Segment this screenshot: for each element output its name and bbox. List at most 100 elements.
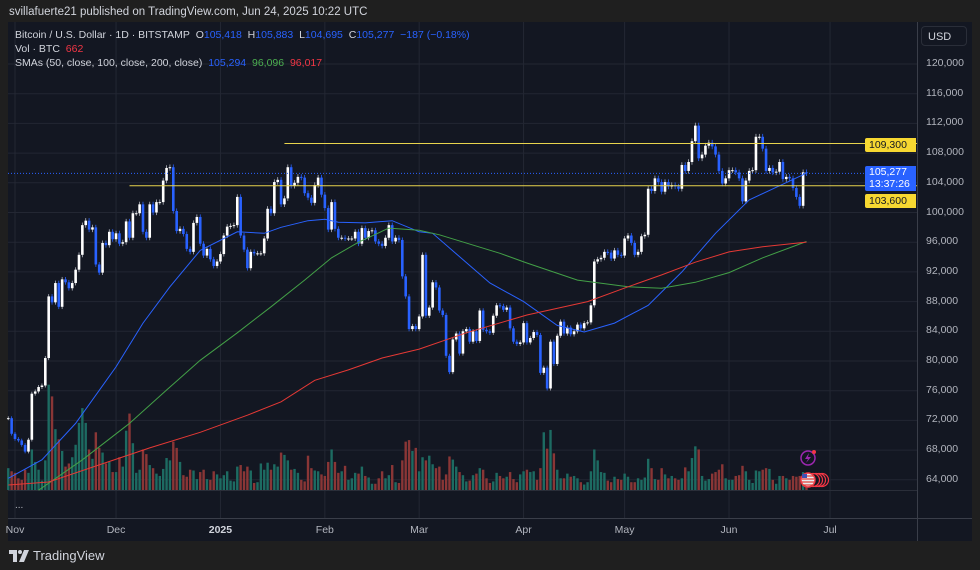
volume-bar [202, 469, 205, 490]
candle-body [246, 249, 249, 269]
candle-body [623, 238, 626, 256]
candle-body [70, 283, 74, 289]
candle-body [471, 331, 475, 342]
volume-bar [104, 463, 108, 490]
volume-legend: Vol · BTC 662 [15, 43, 83, 55]
candle-body [155, 202, 158, 213]
candle-body [337, 228, 340, 238]
candle-body [438, 287, 441, 311]
volume-bar [754, 470, 758, 490]
volume-bar [10, 471, 13, 490]
volume-bar [364, 475, 367, 490]
volume-bar [404, 441, 407, 490]
volume-bar [188, 469, 192, 490]
symbol-title[interactable]: Bitcoin / U.S. Dollar · 1D · BITSTAMP [15, 29, 190, 41]
volume-bar [455, 466, 458, 490]
candle-body [256, 253, 259, 255]
candle-body [279, 179, 283, 205]
volume-bar [387, 475, 391, 490]
volume-bar [209, 479, 212, 490]
volume-bar [576, 478, 579, 490]
volume-bar [353, 472, 357, 490]
candle-body [158, 202, 162, 204]
currency-button[interactable]: USD [921, 26, 967, 46]
candle-body [650, 188, 653, 191]
brand-name: TradingView [33, 548, 105, 563]
volume-bar [118, 457, 121, 490]
volume-bar [535, 479, 539, 490]
volume-bar [441, 479, 444, 490]
low-label: L [299, 29, 305, 41]
candle-body [572, 331, 576, 335]
volume-bar [380, 471, 384, 490]
price-tick-label: 116,000 [926, 86, 964, 99]
volume-bar [7, 468, 10, 490]
volume-bar [764, 468, 768, 490]
volume-bar [333, 461, 337, 490]
volume-bar [606, 480, 609, 490]
candle-body [229, 225, 232, 227]
volume-bar [145, 454, 148, 490]
candle-body [555, 335, 559, 364]
volume-bar [225, 471, 229, 490]
chart-container[interactable] [8, 22, 972, 541]
volume-bar [323, 475, 327, 490]
time-tick-label: Dec [106, 524, 126, 536]
support-price-tag: 103,600 [865, 194, 916, 208]
candle-body [17, 438, 20, 441]
candle-body [276, 179, 280, 183]
pane-more-button[interactable]: ... [15, 500, 24, 511]
volume-bar [195, 479, 199, 490]
sma-label[interactable]: SMAs (50, close, 100, close, 200, close) [15, 57, 203, 69]
volume-bar [522, 471, 525, 490]
volume-bar [289, 469, 293, 490]
volume-bar [677, 479, 680, 490]
volume-bar [646, 458, 650, 490]
volume-bar [411, 451, 414, 490]
candle-body [495, 305, 498, 316]
time-tick-label: 2025 [208, 524, 233, 536]
volume-bar [458, 472, 461, 490]
volume-bar [60, 451, 64, 490]
candle-body [791, 178, 795, 188]
volume-bar [609, 482, 613, 490]
candle-body [343, 237, 347, 239]
volume-bar [101, 452, 104, 490]
candle-body [219, 254, 222, 262]
volume-bar [77, 422, 81, 490]
candle-body [704, 145, 707, 155]
volume-bar [586, 482, 589, 490]
volume-bar [700, 475, 704, 490]
tradingview-brand[interactable]: TradingView [9, 548, 105, 563]
volume-bar [182, 475, 185, 490]
candle-body [74, 269, 77, 284]
volume-bar [791, 475, 795, 490]
candle-body [731, 170, 734, 172]
volume-bar [276, 466, 279, 490]
candle-body [589, 305, 593, 323]
candle-body [461, 331, 465, 354]
volume-bar [310, 468, 313, 490]
volume-bar [731, 479, 734, 490]
candle-body [539, 335, 542, 373]
candle-body [111, 231, 114, 240]
volume-bar [131, 443, 135, 490]
candle-body [774, 171, 778, 173]
volume-label[interactable]: Vol · BTC [15, 43, 60, 55]
candle-body [353, 231, 357, 239]
candle-body [188, 248, 192, 252]
candle-body [242, 235, 246, 250]
volume-bar [697, 449, 700, 490]
volume-bar [613, 476, 616, 490]
volume-bar [539, 468, 542, 490]
volume-bar [596, 460, 599, 490]
candle-body [13, 433, 17, 439]
candle-body [306, 193, 310, 198]
volume-bar [593, 449, 596, 490]
candle-body [475, 331, 478, 341]
candle-body [124, 221, 128, 243]
volume-bar [542, 432, 545, 490]
volume-bar [707, 479, 711, 490]
candle-body [407, 296, 411, 330]
